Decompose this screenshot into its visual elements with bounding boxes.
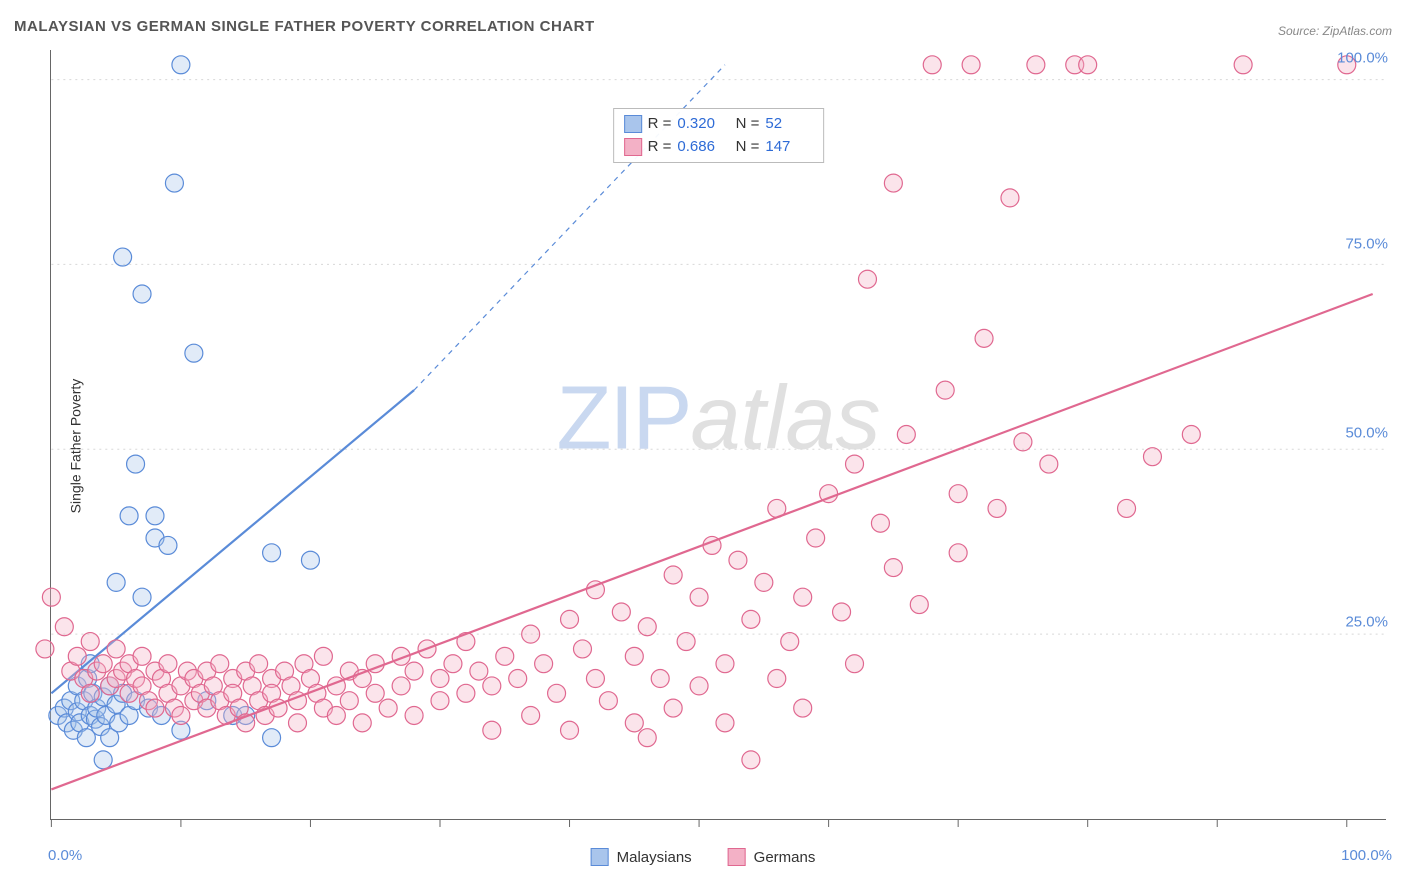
stats-row-series-0: R = 0.320 N = 52 (624, 113, 814, 136)
bottom-legend: Malaysians Germans (591, 848, 816, 866)
r-label: R = (648, 136, 672, 159)
n-value-0: 52 (765, 113, 813, 136)
correlation-chart: MALAYSIAN VS GERMAN SINGLE FATHER POVERT… (0, 0, 1406, 892)
r-label: R = (648, 113, 672, 136)
legend-swatch-1 (728, 848, 746, 866)
swatch-series-0 (624, 115, 642, 133)
n-value-1: 147 (765, 136, 813, 159)
chart-title: MALAYSIAN VS GERMAN SINGLE FATHER POVERT… (14, 18, 595, 35)
plot-area: ZIPatlas R = 0.320 N = 52 R = 0.686 N = … (50, 50, 1386, 820)
legend-item-0: Malaysians (591, 848, 692, 866)
legend-label-1: Germans (754, 849, 816, 866)
legend-label-0: Malaysians (617, 849, 692, 866)
scatter-plot-svg (51, 50, 1386, 819)
y-grid-label-75: 75.0% (1345, 235, 1388, 252)
x-origin-label: 0.0% (48, 847, 82, 864)
swatch-series-1 (624, 138, 642, 156)
x-max-label: 100.0% (1341, 847, 1392, 864)
n-label: N = (731, 113, 759, 136)
r-value-0: 0.320 (677, 113, 725, 136)
y-grid-label-100: 100.0% (1337, 49, 1388, 66)
r-value-1: 0.686 (677, 136, 725, 159)
y-grid-label-50: 50.0% (1345, 424, 1388, 441)
y-grid-label-25: 25.0% (1345, 614, 1388, 631)
stats-box: R = 0.320 N = 52 R = 0.686 N = 147 (613, 108, 825, 163)
stats-row-series-1: R = 0.686 N = 147 (624, 136, 814, 159)
legend-item-1: Germans (728, 848, 816, 866)
source-attribution: Source: ZipAtlas.com (1278, 24, 1392, 38)
n-label: N = (731, 136, 759, 159)
legend-swatch-0 (591, 848, 609, 866)
